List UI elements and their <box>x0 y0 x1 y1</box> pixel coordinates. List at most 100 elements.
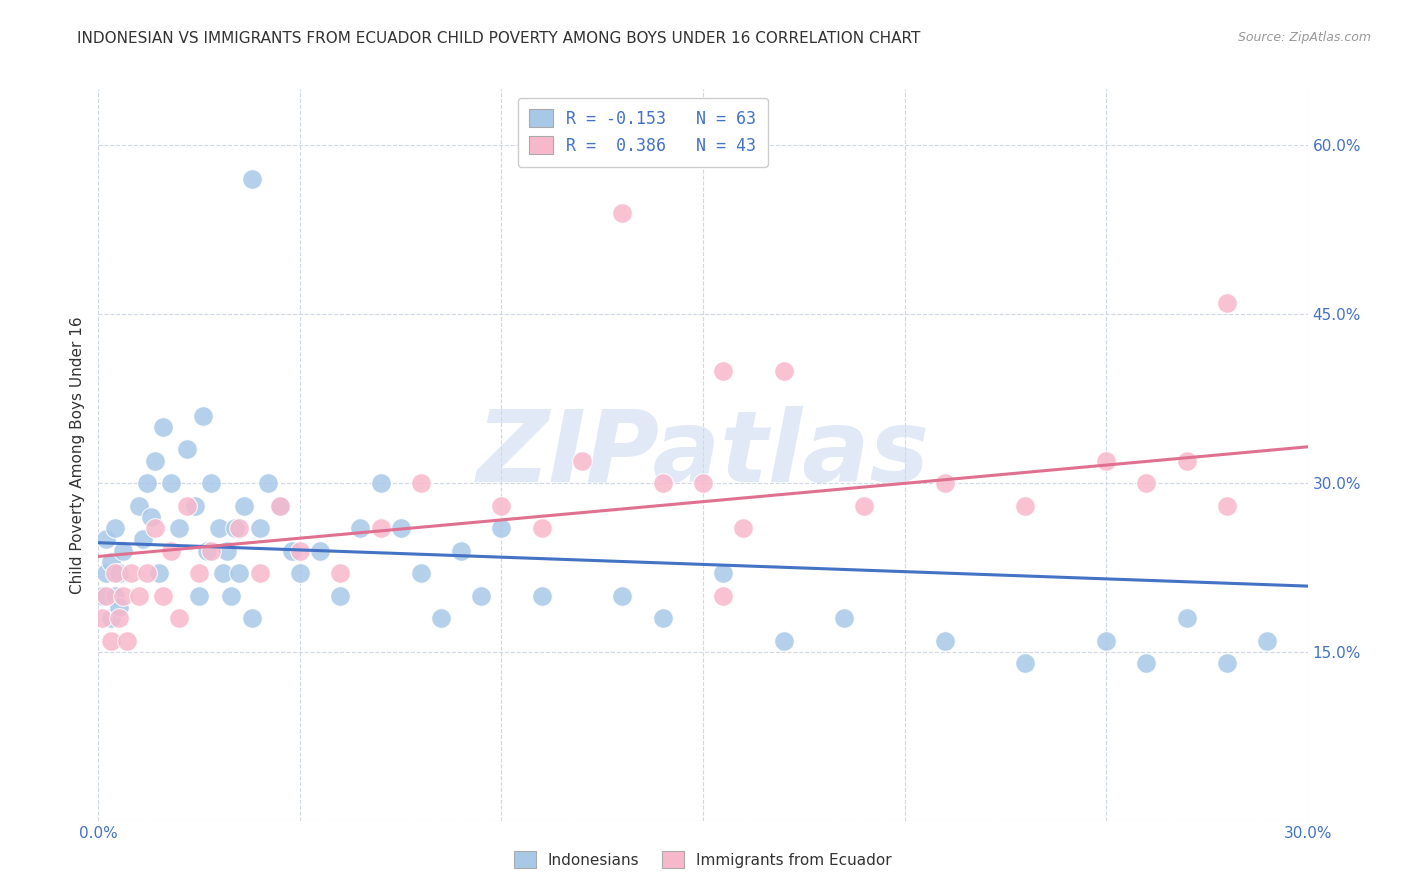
Point <box>1014 656 1036 670</box>
Point <box>128 499 150 513</box>
Text: INDONESIAN VS IMMIGRANTS FROM ECUADOR CHILD POVERTY AMONG BOYS UNDER 16 CORRELAT: INDONESIAN VS IMMIGRANTS FROM ECUADOR CH… <box>77 31 921 46</box>
Point <box>188 589 211 603</box>
Point <box>148 566 170 580</box>
Point <box>107 599 129 614</box>
Point <box>389 521 412 535</box>
Point <box>135 566 157 580</box>
Point <box>200 476 222 491</box>
Point <box>832 611 855 625</box>
Point <box>107 566 129 580</box>
Point <box>711 363 734 377</box>
Point <box>269 499 291 513</box>
Point <box>160 543 183 558</box>
Point <box>409 566 432 580</box>
Point <box>1256 633 1278 648</box>
Point <box>100 555 122 569</box>
Point <box>103 589 125 603</box>
Point <box>111 589 134 603</box>
Point <box>288 566 311 580</box>
Point <box>370 476 392 491</box>
Point <box>571 453 593 467</box>
Point <box>1216 499 1239 513</box>
Point <box>160 476 183 491</box>
Point <box>853 499 876 513</box>
Point <box>100 611 122 625</box>
Point <box>1135 476 1157 491</box>
Point <box>212 566 235 580</box>
Legend: R = -0.153   N = 63, R =  0.386   N = 43: R = -0.153 N = 63, R = 0.386 N = 43 <box>517 97 768 167</box>
Point <box>249 566 271 580</box>
Point <box>612 589 634 603</box>
Point <box>96 533 118 547</box>
Point <box>232 499 254 513</box>
Point <box>491 521 513 535</box>
Point <box>184 499 207 513</box>
Point <box>450 543 472 558</box>
Point <box>103 521 125 535</box>
Point <box>115 633 138 648</box>
Point <box>430 611 453 625</box>
Point <box>167 521 190 535</box>
Point <box>240 172 263 186</box>
Point <box>934 476 956 491</box>
Point <box>269 499 291 513</box>
Point <box>120 566 142 580</box>
Point <box>128 589 150 603</box>
Point <box>711 566 734 580</box>
Point <box>176 442 198 457</box>
Point <box>96 589 118 603</box>
Point <box>772 363 794 377</box>
Point <box>240 611 263 625</box>
Point <box>107 611 129 625</box>
Point <box>1014 499 1036 513</box>
Point <box>530 521 553 535</box>
Legend: Indonesians, Immigrants from Ecuador: Indonesians, Immigrants from Ecuador <box>506 844 900 875</box>
Point <box>135 476 157 491</box>
Point <box>103 566 125 580</box>
Point <box>1216 296 1239 310</box>
Y-axis label: Child Poverty Among Boys Under 16: Child Poverty Among Boys Under 16 <box>70 316 86 594</box>
Point <box>530 589 553 603</box>
Point <box>217 543 239 558</box>
Point <box>91 589 114 603</box>
Point <box>470 589 492 603</box>
Text: Source: ZipAtlas.com: Source: ZipAtlas.com <box>1237 31 1371 45</box>
Point <box>91 611 114 625</box>
Point <box>409 476 432 491</box>
Point <box>188 566 211 580</box>
Point <box>208 521 231 535</box>
Point <box>491 499 513 513</box>
Point <box>1175 453 1198 467</box>
Point <box>329 589 352 603</box>
Point <box>152 419 174 434</box>
Point <box>228 521 250 535</box>
Point <box>143 521 166 535</box>
Point <box>329 566 352 580</box>
Point <box>1095 453 1118 467</box>
Point <box>711 589 734 603</box>
Point <box>651 476 673 491</box>
Point <box>612 206 634 220</box>
Point <box>1095 633 1118 648</box>
Point <box>370 521 392 535</box>
Point <box>167 611 190 625</box>
Point <box>228 566 250 580</box>
Point <box>111 543 134 558</box>
Point <box>349 521 371 535</box>
Point <box>772 633 794 648</box>
Point <box>100 633 122 648</box>
Point <box>733 521 755 535</box>
Point <box>132 533 155 547</box>
Point <box>152 589 174 603</box>
Point <box>256 476 278 491</box>
Point <box>309 543 332 558</box>
Text: ZIPatlas: ZIPatlas <box>477 407 929 503</box>
Point <box>176 499 198 513</box>
Point <box>651 611 673 625</box>
Point <box>249 521 271 535</box>
Point <box>1135 656 1157 670</box>
Point <box>288 543 311 558</box>
Point <box>200 543 222 558</box>
Point <box>224 521 246 535</box>
Point <box>96 566 118 580</box>
